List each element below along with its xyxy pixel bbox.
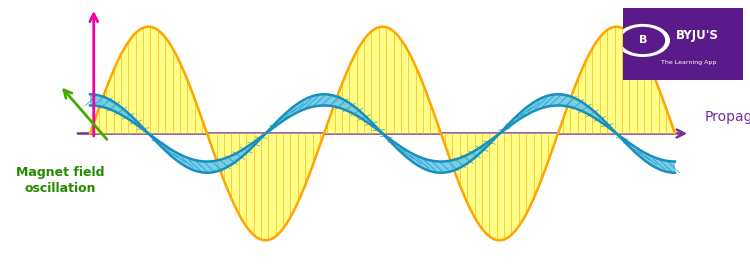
Text: BYJU'S: BYJU'S	[676, 29, 718, 42]
Text: The Learning App: The Learning App	[661, 60, 716, 65]
Circle shape	[616, 25, 669, 56]
Text: Magnet field
oscillation: Magnet field oscillation	[16, 166, 104, 195]
Text: Propagation: Propagation	[705, 111, 750, 124]
Circle shape	[621, 28, 664, 53]
FancyBboxPatch shape	[618, 5, 747, 83]
Text: B: B	[639, 36, 647, 45]
